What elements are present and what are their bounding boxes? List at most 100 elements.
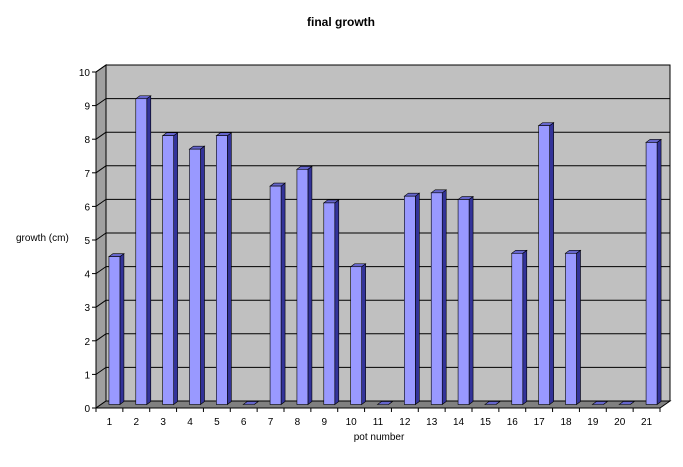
bar-side: [227, 132, 232, 406]
bar-side: [119, 253, 125, 406]
y-tick-label: 8: [84, 135, 90, 146]
bar: [564, 249, 582, 406]
bar-side: [173, 132, 178, 406]
x-tick-label: 8: [295, 417, 301, 428]
gridline-side: [95, 366, 107, 375]
x-tick-label: 3: [160, 417, 166, 428]
bar-side: [576, 249, 581, 406]
y-tick-label: 2: [84, 337, 90, 348]
bar-front: [135, 98, 148, 405]
bar: [403, 192, 421, 406]
x-tick-label: 19: [587, 417, 599, 428]
x-tick-label: 9: [322, 417, 328, 428]
x-tick-label: 13: [426, 417, 438, 428]
x-tick-label: 21: [641, 417, 653, 428]
x-tick-label: 18: [560, 417, 572, 428]
bar-front: [216, 135, 228, 405]
bar: [349, 263, 367, 406]
bar-front: [323, 202, 336, 405]
bar-side: [549, 122, 554, 406]
x-tick-label: 20: [614, 417, 626, 428]
bar: [457, 195, 474, 406]
bar: [215, 132, 233, 406]
bar-front: [350, 266, 362, 405]
bar-front: [404, 195, 416, 405]
bar: [269, 182, 286, 406]
x-tick-label: 15: [480, 417, 492, 428]
y-tick-label: 10: [79, 68, 91, 79]
bar-front: [108, 256, 121, 405]
y-axis-label: growth (cm): [16, 233, 69, 244]
bar-front: [296, 169, 309, 405]
bar-side: [468, 195, 474, 406]
y-tick-label: 7: [84, 169, 90, 180]
bar-side: [146, 95, 152, 406]
bar: [376, 401, 394, 405]
gridline-side: [95, 232, 107, 241]
bar-front: [645, 142, 658, 405]
x-tick-label: 10: [346, 417, 358, 428]
x-tick-label: 4: [187, 417, 193, 428]
bar: [296, 165, 313, 406]
bar-side: [334, 199, 340, 406]
bar-side: [522, 249, 528, 406]
bar-top: [591, 401, 609, 405]
x-tick-label: 17: [534, 417, 546, 428]
bar-front: [162, 135, 174, 405]
y-tick-label: 1: [84, 370, 90, 381]
gridline-side: [95, 198, 107, 207]
y-tick-label: 5: [84, 236, 90, 247]
bar: [645, 138, 662, 406]
bar-top: [242, 401, 260, 405]
x-tick-label: 16: [507, 417, 519, 428]
gridline-side: [95, 333, 107, 342]
bar-side: [361, 263, 366, 406]
bar-top: [618, 401, 636, 405]
x-tick-label: 6: [241, 417, 247, 428]
gridline-side: [95, 266, 107, 275]
bar-front: [538, 125, 550, 405]
x-tick-label: 7: [268, 417, 274, 428]
bar-front: [430, 192, 443, 405]
bar-side: [441, 189, 447, 406]
chart-title: final growth: [307, 15, 375, 29]
y-tick-label: 6: [84, 202, 90, 213]
y-tick-label: 9: [84, 102, 90, 113]
bar-front: [189, 148, 201, 405]
x-tick-label: 11: [373, 417, 384, 428]
bar-side: [307, 165, 313, 406]
bar: [188, 145, 206, 406]
y-tick-label: 3: [84, 303, 90, 314]
bar: [510, 249, 528, 406]
bar: [108, 253, 125, 406]
x-tick-label: 12: [399, 417, 411, 428]
x-axis-label: pot number: [354, 432, 405, 443]
bar: [537, 122, 555, 406]
bar: [161, 132, 179, 406]
bar-top: [484, 401, 501, 405]
bar-side: [656, 138, 662, 406]
gridline-side: [95, 165, 107, 174]
y-tick-label: 4: [84, 270, 90, 281]
bar-front: [565, 253, 577, 405]
bar: [242, 401, 260, 405]
bar-side: [415, 192, 420, 406]
bar-side: [280, 182, 286, 406]
bar: [591, 401, 609, 405]
y-tick-label: 0: [84, 404, 90, 415]
x-tick-label: 14: [453, 417, 465, 428]
bar-top: [376, 401, 394, 405]
gridline-side: [95, 98, 107, 107]
bar-front: [269, 185, 282, 405]
bar: [322, 199, 340, 406]
x-tick-label: 5: [214, 417, 220, 428]
gridline-side: [95, 64, 107, 73]
bar-side: [200, 145, 205, 406]
x-tick-label: 1: [107, 417, 113, 428]
bar-front: [457, 199, 470, 405]
bar: [484, 401, 501, 405]
gridline-side: [95, 299, 107, 308]
bar: [430, 189, 448, 406]
